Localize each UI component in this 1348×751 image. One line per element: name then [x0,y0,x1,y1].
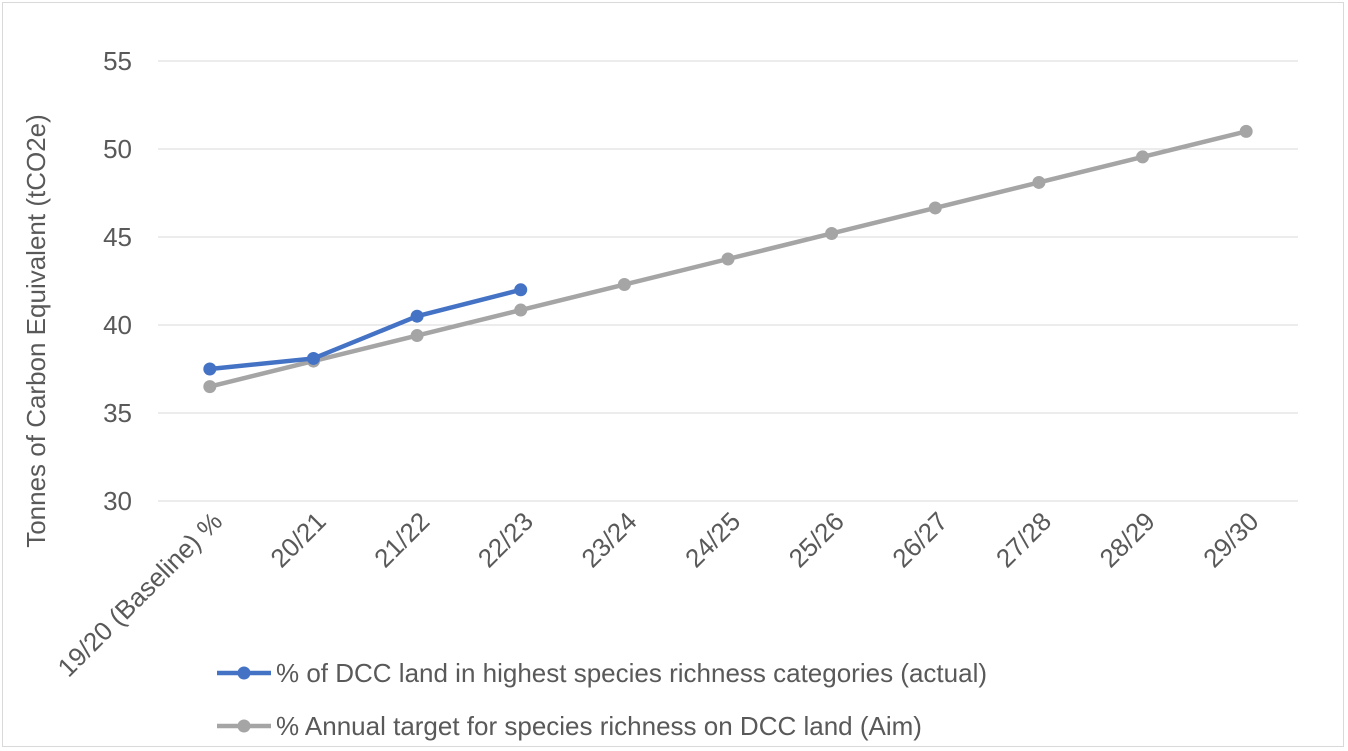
data-point [203,362,217,376]
series-line [207,287,523,372]
legend-label: % Annual target for species richness on … [276,711,922,741]
x-tick-label: 28/29 [1094,506,1161,573]
x-tick-label: 27/28 [990,506,1057,573]
x-tick-label: 23/24 [575,506,642,573]
data-point [1239,124,1253,138]
series-layer [203,124,1253,394]
data-point [514,283,528,297]
y-tick-label: 30 [103,486,132,516]
x-tick-label: 21/22 [368,506,435,573]
legend-swatch-marker [237,666,251,680]
legend-label: % of DCC land in highest species richnes… [276,658,987,688]
y-axis-title: Tonnes of Carbon Equivalent (tCO2e) [21,114,51,548]
data-point [514,303,528,317]
data-point [203,380,217,394]
data-point [1136,150,1150,164]
x-tick-label: 26/27 [886,506,953,573]
data-point [721,252,735,266]
x-tick-label: 29/30 [1197,506,1264,573]
data-point [617,278,631,292]
y-tick-label: 35 [103,398,132,428]
x-axis-ticks: 19/20 (Baseline) % 20/21 21/22 22/23 23/24 24… [52,506,1265,683]
x-tick-label: 22/23 [472,506,539,573]
data-point [1032,175,1046,189]
y-tick-label: 50 [103,134,132,164]
y-tick-label: 45 [103,222,132,252]
x-tick-label: 20/21 [264,506,331,573]
x-tick-label: 24/25 [679,506,746,573]
y-tick-label: 40 [103,310,132,340]
legend-swatch-marker [237,719,251,733]
gridlines [158,60,1298,502]
data-point [306,351,320,365]
y-tick-label: 55 [103,46,132,76]
data-point [410,329,424,343]
legend: % of DCC land in highest species richnes… [217,658,987,741]
data-point [825,226,839,240]
data-point [410,309,424,323]
y-axis-ticks: 30 35 40 45 50 55 [103,46,132,516]
x-tick-label: 19/20 (Baseline) % [52,506,229,683]
x-tick-label: 25/26 [783,506,850,573]
data-point [928,201,942,215]
